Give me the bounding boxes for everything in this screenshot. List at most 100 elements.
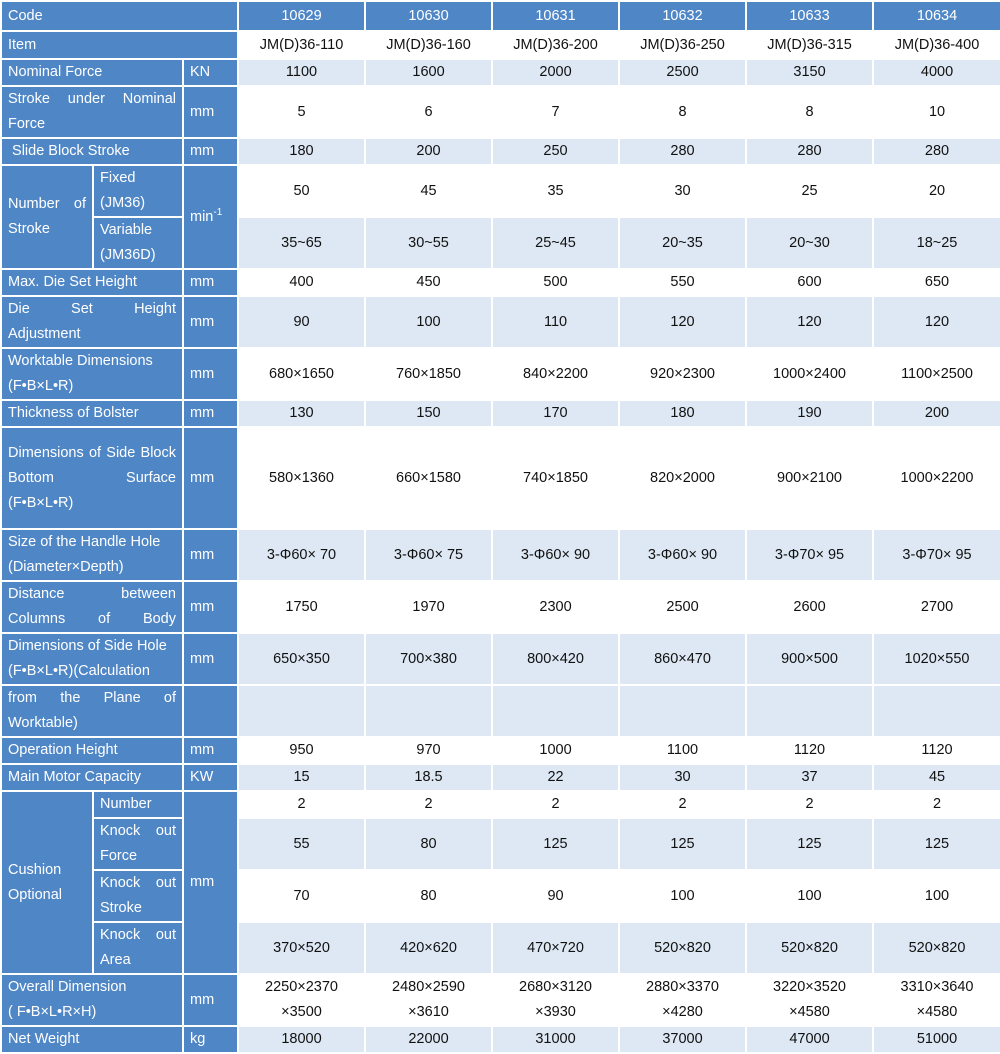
value-cell: 800×420 xyxy=(491,632,621,686)
value-cell: 680×1650 xyxy=(237,347,367,401)
value-cell: 120 xyxy=(872,295,1000,349)
value-cell: 30 xyxy=(618,164,748,218)
value-cell: 420×620 xyxy=(364,921,494,975)
unit-cell: mm xyxy=(181,347,240,401)
row-label: Stroke under Nominal Force xyxy=(0,85,184,139)
sub-label: Knock out Force xyxy=(92,817,184,871)
value-cell: 37 xyxy=(745,763,875,792)
value-cell: 200 xyxy=(364,137,494,166)
row-label-line: ( F•B×L•R×H) xyxy=(8,1004,97,1020)
motor-capacity-row: Main Motor Capacity KW 15 18.5 22 30 37 … xyxy=(0,763,1000,792)
sub-label: Knock out Stroke xyxy=(92,869,184,923)
sub-label: Variable (JM36D) xyxy=(92,216,184,270)
value-cell xyxy=(364,684,494,738)
value-cell: 30 xyxy=(618,763,748,792)
code-cell: 10631 xyxy=(491,0,621,32)
unit-cell: mm xyxy=(181,736,240,765)
columns-distance-row: Distance between Columns of Body mm 1750… xyxy=(0,580,1000,634)
unit-cell: mm xyxy=(181,580,240,634)
value-cell: 55 xyxy=(237,817,367,871)
code-cell: 10633 xyxy=(745,0,875,32)
unit-cell: mm xyxy=(181,790,240,975)
value-cell: 15 xyxy=(237,763,367,792)
handle-hole-row: Size of the Handle Hole (Diameter×Depth) … xyxy=(0,528,1000,582)
value-line: ×3500 xyxy=(281,1004,322,1020)
value-cell: 20~30 xyxy=(745,216,875,270)
value-cell: 3310×3640 ×4580 xyxy=(872,973,1000,1027)
die-adjustment-row: Die Set Height Adjustment mm 90 100 110 … xyxy=(0,295,1000,349)
value-cell: 45 xyxy=(364,164,494,218)
value-cell: 25 xyxy=(745,164,875,218)
value-cell: 860×470 xyxy=(618,632,748,686)
unit-cell: min-1 xyxy=(181,164,240,270)
value-cell: 125 xyxy=(745,817,875,871)
value-cell: 400 xyxy=(237,268,367,297)
value-cell: 3-Φ60× 90 xyxy=(491,528,621,582)
value-cell: 120 xyxy=(618,295,748,349)
row-label-line: (F•B×L•R) xyxy=(8,494,74,511)
value-cell: 2680×3120 ×3930 xyxy=(491,973,621,1027)
row-label-line: (F•B×L•R) xyxy=(8,378,74,394)
value-cell: 18.5 xyxy=(364,763,494,792)
value-cell: 180 xyxy=(237,137,367,166)
value-cell: 51000 xyxy=(872,1025,1000,1054)
row-label: Size of the Handle Hole (Diameter×Depth) xyxy=(0,528,184,582)
value-line: ×3930 xyxy=(535,1004,576,1020)
side-block-row: Dimensions of Side Block Bottom Surface (F… xyxy=(0,426,1000,530)
value-cell: 2 xyxy=(364,790,494,819)
value-line: ×4580 xyxy=(916,1004,958,1020)
value-cell: 370×520 xyxy=(237,921,367,975)
value-cell: 80 xyxy=(364,869,494,923)
value-line: ×3610 xyxy=(408,1004,449,1020)
value-cell: 950 xyxy=(237,736,367,765)
value-cell: 100 xyxy=(618,869,748,923)
value-cell: 45 xyxy=(872,763,1000,792)
value-cell: 1100 xyxy=(618,736,748,765)
row-label: Dimensions of Side Block Bottom Surface (F… xyxy=(0,426,184,530)
value-cell: 520×820 xyxy=(618,921,748,975)
item-cell: JM(D)36-200 xyxy=(491,30,621,60)
stroke-nominal-row: Stroke under Nominal Force mm 5 6 7 8 8 … xyxy=(0,85,1000,139)
value-cell: 18~25 xyxy=(872,216,1000,270)
value-cell: 3-Φ60× 70 xyxy=(237,528,367,582)
value-cell: 2300 xyxy=(491,580,621,634)
row-label-line: Size of the Handle Hole xyxy=(8,534,161,550)
value-cell: 100 xyxy=(872,869,1000,923)
value-cell: 150 xyxy=(364,399,494,428)
value-cell: 2500 xyxy=(618,580,748,634)
row-label: Main Motor Capacity xyxy=(0,763,184,792)
value-cell: 700×380 xyxy=(364,632,494,686)
value-cell: 2250×2370 ×3500 xyxy=(237,973,367,1027)
value-cell: 25~45 xyxy=(491,216,621,270)
unit-base: min xyxy=(190,208,214,225)
value-cell: 3-Φ70× 95 xyxy=(872,528,1000,582)
value-cell: 450 xyxy=(364,268,494,297)
value-cell: 1750 xyxy=(237,580,367,634)
item-cell: JM(D)36-400 xyxy=(872,30,1000,60)
value-cell: 35 xyxy=(491,164,621,218)
code-row: Code 10629 10630 10631 10632 10633 10634 xyxy=(0,0,1000,32)
value-cell: 110 xyxy=(491,295,621,349)
row-label-line: Dimensions of Side Block xyxy=(8,444,176,461)
value-cell: 1000×2400 xyxy=(745,347,875,401)
value-cell: 2600 xyxy=(745,580,875,634)
value-cell: 3150 xyxy=(745,58,875,87)
row-label: Number of Stroke xyxy=(0,164,94,270)
value-cell: 6 xyxy=(364,85,494,139)
value-cell: 22 xyxy=(491,763,621,792)
net-weight-row: Net Weight kg 18000 22000 31000 37000 47… xyxy=(0,1025,1000,1054)
stroke-fixed-row: Number of Stroke Fixed (JM36) min-1 50 4… xyxy=(0,164,1000,270)
value-cell: 125 xyxy=(872,817,1000,871)
value-cell: 10 xyxy=(872,85,1000,139)
worktable-row: Worktable Dimensions (F•B×L•R) mm 680×165… xyxy=(0,347,1000,401)
value-cell: 170 xyxy=(491,399,621,428)
cushion-number-row: Cushion Optional Number mm 2 2 2 2 2 2 xyxy=(0,790,1000,975)
value-cell: 2 xyxy=(872,790,1000,819)
value-cell: 130 xyxy=(237,399,367,428)
item-cell: JM(D)36-110 xyxy=(237,30,367,60)
value-line: 2680×3120 xyxy=(519,979,592,995)
value-cell: 650 xyxy=(872,268,1000,297)
row-label: from the Plane of Worktable) xyxy=(0,684,184,738)
unit-cell: mm xyxy=(181,426,240,530)
